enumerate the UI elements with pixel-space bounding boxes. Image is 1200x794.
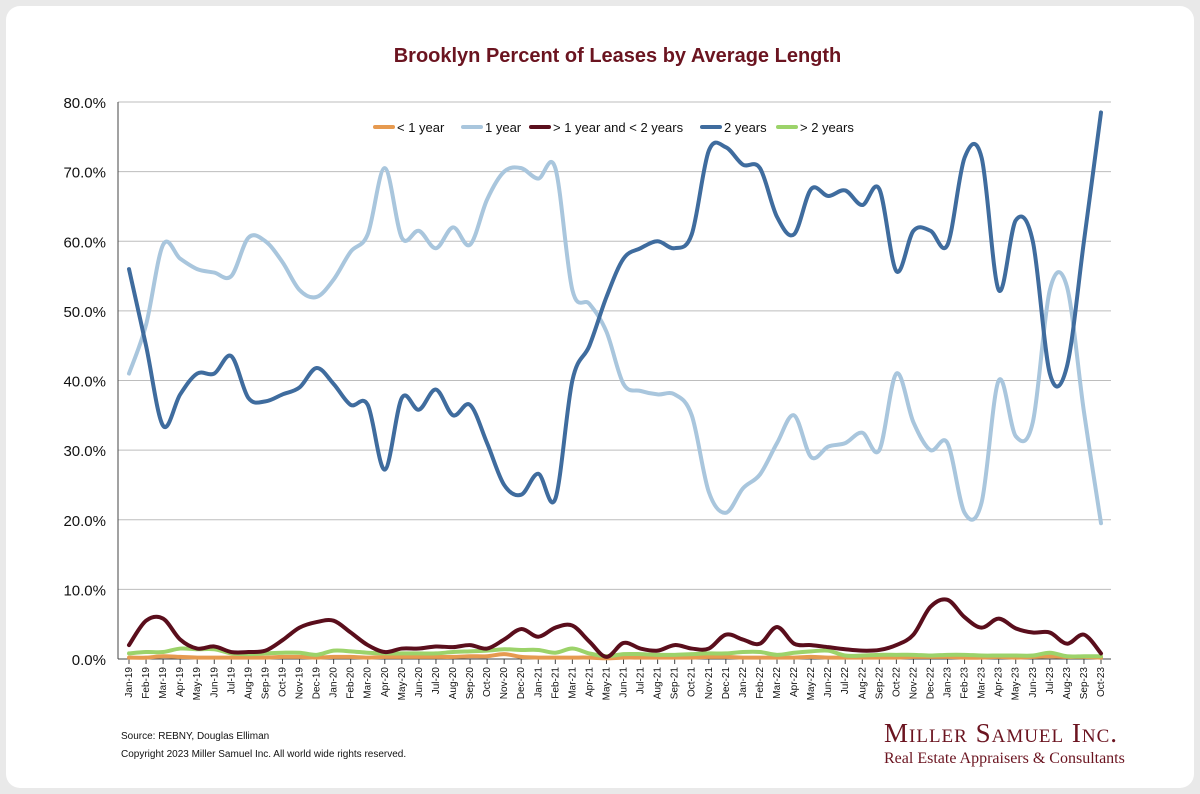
x-tick-label: Jun-19 [209,667,220,698]
x-tick-label: Jun-20 [414,667,425,698]
x-tick-label: Oct-22 [891,667,902,697]
x-tick-label: Aug-23 [1062,667,1073,700]
chart-title: Brooklyn Percent of Leases by Average Le… [393,45,842,67]
x-tick-label: Aug-22 [857,667,868,700]
x-tick-label: Feb-20 [346,667,357,699]
x-tick-label: Feb-23 [960,667,971,699]
x-tick-label: Mar-23 [977,667,988,699]
x-tick-label: May-22 [806,667,817,701]
x-tick-label: Jul-23 [1045,667,1056,695]
x-tick-label: Sep-19 [260,667,271,700]
y-tick-label: 50.0% [63,304,106,321]
legend-label: > 2 years [800,120,854,135]
x-tick-label: Jan-22 [738,667,749,698]
source-note: Source: REBNY, Douglas Elliman [121,731,270,742]
x-tick-label: Jul-21 [636,667,647,695]
y-tick-label: 10.0% [63,582,106,599]
x-tick-label: Mar-20 [363,667,374,699]
series-line-1-year [127,159,1103,526]
x-tick-label: Apr-21 [584,667,595,697]
legend-label: < 1 year [397,120,445,135]
legend-label: 1 year [485,120,522,135]
y-tick-label: 70.0% [63,165,106,182]
x-tick-label: Sep-20 [465,667,476,700]
legend-label: > 1 year and < 2 years [553,120,684,135]
x-tick-label: Feb-19 [141,667,152,699]
x-tick-label: Dec-19 [312,667,323,700]
x-tick-label: Sep-21 [670,667,681,700]
brand-tagline: Real Estate Appraisers & Consultants [884,750,1125,767]
x-tick-label: May-20 [397,667,408,701]
x-tick-label: Feb-22 [755,667,766,699]
x-tick-label: Jun-21 [619,667,630,698]
x-tick-label: Mar-22 [772,667,783,699]
x-tick-label: Oct-23 [1096,667,1107,697]
legend-label: 2 years [724,120,767,135]
x-tick-label: May-23 [1011,667,1022,701]
series-line-2-years [127,646,1103,659]
x-tick-label: May-21 [601,667,612,701]
y-tick-label: 40.0% [63,374,106,391]
x-tick-label: Oct-21 [687,667,698,697]
series-line-2-years [127,110,1103,505]
y-tick-label: 30.0% [63,443,106,460]
x-tick-label: Apr-22 [789,667,800,697]
x-tick-label: Dec-21 [721,667,732,700]
x-tick-label: Aug-19 [243,667,254,700]
x-tick-label: May-19 [192,667,203,701]
x-tick-label: Dec-20 [516,667,527,700]
x-tick-label: Mar-21 [567,667,578,699]
x-tick-label: Jul-20 [431,667,442,695]
y-tick-label: 60.0% [63,234,106,251]
x-tick-label: Nov-22 [908,667,919,700]
x-tick-label: Aug-20 [448,667,459,700]
x-tick-label: Nov-21 [704,667,715,700]
x-tick-label: Oct-19 [277,667,288,697]
x-tick-label: Feb-21 [550,667,561,699]
x-tick-label: Jun-22 [823,667,834,698]
x-tick-label: Oct-20 [482,667,493,697]
x-tick-label: Jan-23 [943,667,954,698]
x-tick-label: Jan-19 [124,667,135,698]
y-tick-label: 80.0% [63,95,106,112]
x-tick-label: Aug-21 [653,667,664,700]
x-tick-label: Apr-23 [994,667,1005,697]
x-tick-label: Sep-23 [1079,667,1090,700]
x-tick-label: Jan-21 [533,667,544,698]
x-tick-label: Jun-23 [1028,667,1039,698]
x-tick-label: Dec-22 [925,667,936,700]
x-tick-label: Apr-19 [175,667,186,697]
x-tick-label: Mar-19 [158,667,169,699]
copyright-note: Copyright 2023 Miller Samuel Inc. All wo… [121,749,407,760]
x-tick-label: Jul-19 [226,667,237,695]
x-tick-label: Nov-19 [295,667,306,700]
series-line-1-year-and-2-years [127,597,1103,659]
y-tick-label: 20.0% [63,513,106,530]
x-tick-label: Apr-20 [380,667,391,697]
x-tick-label: Jul-22 [840,667,851,695]
x-tick-label: Nov-20 [499,667,510,700]
x-tick-label: Sep-22 [874,667,885,700]
x-tick-label: Jan-20 [329,667,340,698]
y-tick-label: 0.0% [72,652,106,669]
brand-logo: Miller Samuel Inc. [884,718,1119,748]
